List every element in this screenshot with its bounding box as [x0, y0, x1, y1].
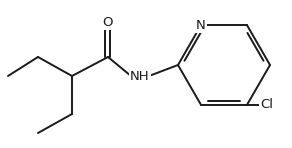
Text: N: N	[196, 19, 206, 32]
Text: Cl: Cl	[260, 98, 273, 111]
Text: O: O	[103, 16, 113, 29]
Text: NH: NH	[130, 70, 150, 82]
